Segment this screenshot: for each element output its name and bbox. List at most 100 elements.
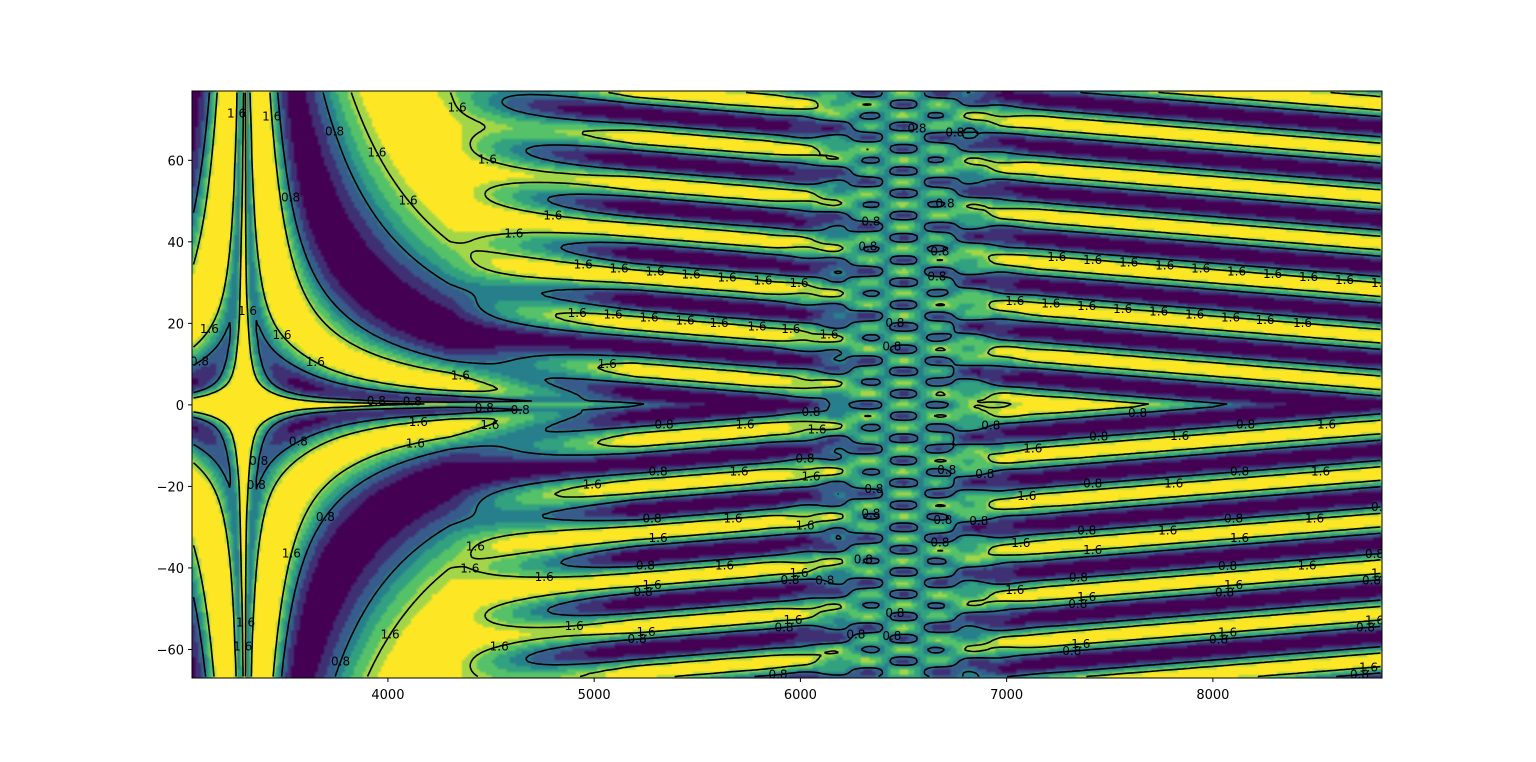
contour-label: 0.8 <box>655 418 674 432</box>
contour-label: 0.8 <box>1236 418 1255 432</box>
contour-label: 1.6 <box>272 328 291 342</box>
contour-label: 1.6 <box>367 145 386 159</box>
contour-label: 0.8 <box>933 513 952 527</box>
contour-label: 1.6 <box>399 193 418 207</box>
contour-label: 1.6 <box>1191 262 1210 276</box>
contour-label: 1.6 <box>1155 259 1174 273</box>
contour-label: 0.8 <box>643 512 662 526</box>
contour-label: 1.6 <box>1221 310 1240 324</box>
contour-label: 1.6 <box>200 322 219 336</box>
contour-label: 1.6 <box>1371 276 1390 290</box>
plot-area: 0.8 0.8 0.8 0.8 0.8 0.8 0.8 0.8 0.8 0.8 0.8 0.8 0.8 0… <box>190 90 1390 679</box>
contour-labels: 0.8 0.8 0.8 0.8 0.8 0.8 0.8 0.8 0.8 0.8 0.8 0.8 0.8 0… <box>190 101 1390 679</box>
contour-label: 1.6 <box>735 418 754 432</box>
contour-label: 1.6 <box>1083 253 1102 267</box>
contour-label: 0.8 <box>774 620 793 634</box>
contour-label: 0.8 <box>628 632 647 646</box>
contour-label: 1.6 <box>381 628 400 642</box>
contour-label: 0.8 <box>1356 621 1375 635</box>
contour-label: 0.8 <box>649 465 668 479</box>
plot-frame <box>191 90 1383 679</box>
contour-label: 1.6 <box>451 369 470 383</box>
contour-label: 1.6 <box>543 208 562 222</box>
contour-label: 0.8 <box>475 401 494 415</box>
contour-label: 0.8 <box>634 585 653 599</box>
contour-label: 1.6 <box>789 276 808 290</box>
y-tick-label: −60 <box>157 643 184 658</box>
contour-label: 1.6 <box>1185 308 1204 322</box>
contour-label: 0.8 <box>1230 465 1249 479</box>
contour-label: 1.6 <box>819 328 838 342</box>
y-tick-label: 60 <box>167 154 184 169</box>
contour-label: 1.6 <box>409 415 428 429</box>
contour-label: 1.6 <box>1297 559 1316 573</box>
contour-label: 1.6 <box>1023 441 1042 455</box>
contour-label: 1.6 <box>1005 294 1024 308</box>
contour-label: 0.8 <box>930 245 949 259</box>
contour-label: 1.6 <box>795 519 814 533</box>
contour-label: 0.8 <box>636 559 655 573</box>
contour-label: 0.8 <box>190 355 209 369</box>
contour-label: 0.8 <box>864 482 883 496</box>
contour-line-level-1-6 <box>192 91 1381 678</box>
contour-label: 1.6 <box>1359 661 1378 675</box>
contour-label: 0.8 <box>1371 500 1390 514</box>
contour-label: 1.6 <box>1164 476 1183 490</box>
contour-label: 1.6 <box>1011 536 1030 550</box>
contour-label: 1.6 <box>490 639 509 653</box>
y-tick-label: 40 <box>167 236 184 251</box>
x-tick-label: 6000 <box>784 688 817 703</box>
contour-lines <box>192 91 1381 678</box>
contour-label: 1.6 <box>747 320 766 334</box>
contour-label: 0.8 <box>1218 559 1237 573</box>
contour-label: 0.8 <box>1128 406 1147 420</box>
contour-label: 1.6 <box>1017 489 1036 503</box>
contour-label: 1.6 <box>710 316 729 330</box>
contour-label: 0.8 <box>281 190 300 204</box>
contour-label: 1.6 <box>282 547 301 561</box>
x-tick-label: 7000 <box>990 688 1023 703</box>
contour-label: 0.8 <box>975 467 994 481</box>
contour-label: 0.8 <box>885 606 904 620</box>
contour-label: 1.6 <box>406 436 425 450</box>
contour-label: 1.6 <box>646 265 665 279</box>
contour-label: 0.8 <box>289 435 308 449</box>
contour-label: 0.8 <box>861 507 880 521</box>
contour-label: 1.6 <box>676 313 695 327</box>
contour-label: 0.8 <box>403 395 422 409</box>
contour-label: 0.8 <box>247 478 266 492</box>
contour-label: 1.6 <box>789 566 808 580</box>
contour-label: 0.8 <box>858 240 877 254</box>
contour-label: 0.8 <box>861 215 880 229</box>
contour-label: 0.8 <box>316 510 335 524</box>
contour-label: 0.8 <box>1083 476 1102 490</box>
contour-label: 0.8 <box>1069 571 1088 585</box>
contour-label: 0.8 <box>927 269 946 283</box>
contour-label: 1.6 <box>565 619 584 633</box>
contour-label: 0.8 <box>1215 585 1234 599</box>
contour-label: 1.6 <box>1218 625 1237 639</box>
contour-label: 0.8 <box>945 125 964 139</box>
contour-label: 0.8 <box>907 121 926 135</box>
contour-label: 1.6 <box>715 559 734 573</box>
contour-label: 0.8 <box>1077 523 1096 537</box>
y-tick-label: 0 <box>176 399 184 414</box>
contour-label: 0.8 <box>249 454 268 468</box>
contour-label: 0.8 <box>936 196 955 210</box>
contour-label: 1.6 <box>783 613 802 627</box>
contour-label: 1.6 <box>1077 590 1096 604</box>
contour-label: 1.6 <box>448 101 467 115</box>
contour-label: 1.6 <box>718 270 737 284</box>
contour-label: 0.8 <box>885 316 904 330</box>
contour-label: 1.6 <box>574 257 593 271</box>
contour-label: 0.8 <box>1062 644 1081 658</box>
contour-label: 0.8 <box>331 655 350 669</box>
contour-label: 1.6 <box>1335 273 1354 287</box>
contour-label: 1.6 <box>610 261 629 275</box>
contour-label: 1.6 <box>781 322 800 336</box>
contour-label: 1.6 <box>598 357 617 371</box>
contour-label: 1.6 <box>1230 531 1249 545</box>
contour-label: 0.8 <box>930 536 949 550</box>
contour-label: 1.6 <box>1293 316 1312 330</box>
